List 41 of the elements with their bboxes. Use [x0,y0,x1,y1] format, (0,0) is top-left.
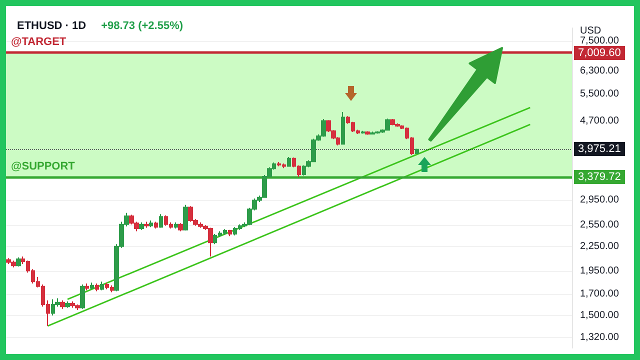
candlestick [341,111,345,146]
candlestick [60,300,65,310]
candlestick [361,130,365,134]
candlestick [159,214,163,228]
chart-title: ETHUSD · 1D [17,20,86,32]
ref-line-label: @SUPPORT [11,160,76,173]
text: 3,379.72 [574,170,625,184]
y-tick-label: 7,500.00 [580,36,620,47]
y-tick-label: 2,550.00 [580,220,620,231]
chart-subtitle: +98.73 (+2.55%) [101,20,184,32]
candlestick [228,229,232,237]
candlestick [100,281,104,291]
candlestick [139,222,144,230]
y-tick-label: 2,950.00 [580,194,620,206]
text: 3,975.21 [574,142,625,156]
candlestick [183,204,188,231]
y-tick-label: 1,950.00 [580,265,620,276]
y-tick-label: 6,300.00 [580,65,620,76]
candlestick [149,220,153,228]
y-axis-title: USD [580,26,602,36]
candlestick [85,283,89,291]
text: 7,009.60 [574,46,625,60]
y-tick-label: 2,250.00 [580,240,620,252]
candlestick [415,148,419,154]
candlestick [144,221,149,228]
candlestick [154,221,158,229]
candlestick [287,156,291,168]
y-tick-label: 5,500.00 [580,88,620,100]
candlestick [365,130,370,136]
y-tick-label: 1,320.00 [580,332,620,343]
candlestick [174,222,178,229]
candlestick [65,300,70,308]
y-tick-label: 1,500.00 [580,310,620,322]
candlestick [95,283,99,292]
ref-line-label: @TARGET [11,36,66,48]
candlestick [178,222,183,232]
candlestick [80,284,85,310]
candlestick [16,256,21,267]
y-tick-label: 1,700.00 [580,288,620,300]
y-tick-label: 4,700.00 [580,115,620,126]
candlestick [90,282,94,290]
